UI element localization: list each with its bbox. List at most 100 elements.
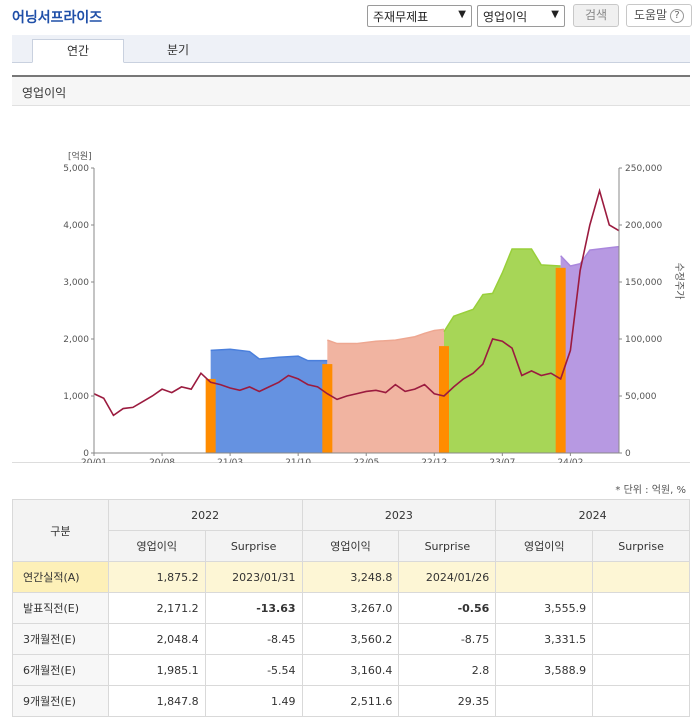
sub-header: Surprise [204, 530, 303, 562]
table-cell: -8.45 [204, 623, 303, 655]
table-cell: 3,560.2 [301, 623, 400, 655]
search-button[interactable]: 검색 [573, 4, 619, 27]
table-cell: -8.75 [398, 623, 497, 655]
help-button[interactable]: 도움말? [626, 4, 692, 27]
row-label: 연간실적(A) [12, 561, 109, 593]
chart-section-title: 영업이익 [12, 77, 690, 106]
metric-select[interactable]: 영업이익 ▼ [477, 5, 565, 27]
annual-actual-bars [205, 267, 566, 453]
table-row: 3개월전(E) 2,048.4 -8.45 3,560.2 -8.75 3,33… [12, 623, 690, 655]
tab-annual[interactable]: 연간 [32, 39, 124, 63]
table-cell: 3,588.9 [495, 654, 594, 686]
y-left-tick-label: 5,000 [63, 164, 89, 174]
sub-header: 영업이익 [495, 530, 594, 562]
table-cell: 2.8 [398, 654, 497, 686]
chevron-down-icon: ▼ [551, 9, 559, 20]
table-cell: 1,875.2 [107, 561, 206, 593]
table-row: 발표직전(E) 2,171.2 -13.63 3,267.0 -0.56 3,5… [12, 592, 690, 624]
table-cell [592, 623, 690, 655]
price-series-line [93, 187, 620, 417]
sub-header: 영업이익 [301, 530, 400, 562]
table-row: 연간실적(A) 1,875.2 2023/01/31 3,248.8 2024/… [12, 561, 690, 593]
x-tick-label: 20/01 [81, 458, 107, 463]
sub-header: Surprise [398, 530, 497, 562]
statement-type-select[interactable]: 주재무제표 ▼ [367, 5, 472, 27]
y-left-tick-label: 1,000 [63, 392, 89, 402]
sub-header: 영업이익 [107, 530, 206, 562]
table-cell [592, 592, 690, 624]
estimate-table: 구분 2022 2023 2024 영업이익 Surprise 영업이익 Sur… [12, 499, 690, 717]
y-axis-left-label: [억원] [68, 150, 92, 162]
table-cell: 3,267.0 [301, 592, 400, 624]
x-tick-label: 22/05 [353, 458, 379, 463]
table-cell [592, 654, 690, 686]
table-cell: 3,248.8 [301, 561, 400, 593]
row-label: 발표직전(E) [12, 592, 109, 624]
unit-note: * 단위 : 억원, % [615, 485, 686, 496]
table-row: 6개월전(E) 1,985.1 -5.54 3,160.4 2.8 3,588.… [12, 654, 690, 686]
row-label: 3개월전(E) [12, 623, 109, 655]
table-cell [495, 561, 594, 593]
y-right-tick-label: 200,000 [625, 221, 662, 231]
y-left-tick-label: 3,000 [63, 278, 89, 288]
estimate-area [327, 329, 444, 453]
table-cell: 1,985.1 [107, 654, 206, 686]
annual-actual-bar [205, 378, 216, 453]
y-right-tick-label: 250,000 [625, 164, 662, 174]
surprise-cell: -0.56 [398, 592, 497, 624]
table-cell [495, 685, 594, 717]
y-left-tick-label: 4,000 [63, 221, 89, 231]
chart-section: 영업이익 0 1,000 2,000 3,000 4,000 5,000 0 50,000 10… [12, 75, 690, 479]
x-tick-label: 20/08 [149, 458, 175, 463]
surprise-cell: -13.63 [204, 592, 303, 624]
x-tick-label: 21/10 [285, 458, 311, 463]
x-tick-label: 23/07 [489, 458, 515, 463]
row-label: 6개월전(E) [12, 654, 109, 686]
table-cell: 1.49 [204, 685, 303, 717]
row-label: 9개월전(E) [12, 685, 109, 717]
period-tabs: 연간 분기 [12, 35, 690, 63]
table-cell: 2,511.6 [301, 685, 400, 717]
table-cell [592, 685, 690, 717]
estimate-area-edge [443, 248, 561, 332]
table-cell: 3,160.4 [301, 654, 400, 686]
estimate-area-edge [210, 348, 328, 362]
help-label: 도움말 [633, 8, 668, 22]
table-cell: 2,048.4 [107, 623, 206, 655]
year-header: 2024 [495, 499, 690, 531]
estimate-area [210, 349, 328, 453]
table-corner-header: 구분 [12, 499, 109, 562]
x-tick-label: 22/12 [421, 458, 447, 463]
annual-actual-bar [439, 346, 449, 453]
table-cell: 3,555.9 [495, 592, 594, 624]
table-cell: 3,331.5 [495, 623, 594, 655]
annual-actual-bar [555, 267, 566, 453]
table-row: 9개월전(E) 1,847.8 1.49 2,511.6 29.35 [12, 685, 690, 717]
x-tick-label: 21/03 [217, 458, 243, 463]
y-left-tick-label: 0 [83, 449, 89, 459]
y-right-tick-label: 100,000 [625, 335, 662, 345]
tab-quarterly[interactable]: 분기 [166, 43, 190, 57]
estimate-area [560, 246, 619, 453]
y-right-tick-label: 50,000 [625, 392, 657, 402]
annual-actual-bar [322, 364, 333, 453]
year-header: 2023 [301, 499, 497, 531]
y-left-tick-label: 2,000 [63, 335, 89, 345]
table-cell: 29.35 [398, 685, 497, 717]
x-tick-label: 24/02 [557, 458, 583, 463]
metric-value: 영업이익 [483, 10, 528, 24]
y-right-tick-label: 0 [625, 449, 631, 459]
price-line [93, 187, 620, 417]
table-cell: 2023/01/31 [204, 561, 303, 593]
top-bar: 어닝서프라이즈 주재무제표 ▼ 영업이익 ▼ 검색 도움말? [0, 0, 698, 34]
estimate-area-edge [327, 328, 445, 345]
sub-header: Surprise [592, 530, 690, 562]
y-axis-right-label: 수정주가 [673, 263, 685, 300]
y-right-tick-label: 150,000 [625, 278, 662, 288]
estimate-areas [210, 245, 620, 453]
table-cell: -5.54 [204, 654, 303, 686]
estimate-area [444, 248, 561, 453]
company-name: 어닝서프라이즈 [12, 10, 103, 26]
statement-type-value: 주재무제표 [373, 10, 429, 24]
operating-profit-chart: 0 1,000 2,000 3,000 4,000 5,000 0 50,000 100,000… [63, 150, 685, 479]
